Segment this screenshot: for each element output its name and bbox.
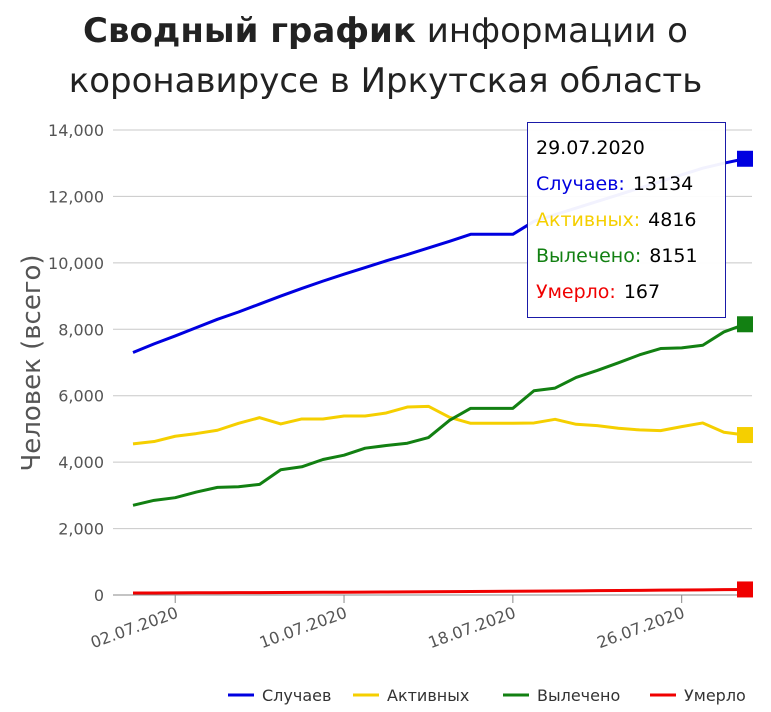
x-tick-label: 10.07.2020 [257, 603, 350, 652]
tooltip-row-recovered: Вылечено: 8151 [536, 245, 698, 267]
tooltip-value: 4816 [648, 209, 697, 231]
tooltip-label: Случаев: [536, 173, 625, 195]
series-line [132, 587, 746, 595]
tooltip-label: Умерло: [536, 281, 616, 303]
tooltip-value: 8151 [649, 245, 698, 267]
series-line [132, 322, 746, 507]
tooltip-row-deaths: Умерло: 167 [536, 281, 660, 303]
series-end-marker [737, 427, 753, 444]
tooltip-value: 13134 [632, 173, 694, 195]
series-line [132, 404, 746, 446]
x-axis-ticks: 02.07.2020 10.07.2020 18.07.2020 26.07.2020 [88, 595, 687, 652]
tooltip-row-cases: Случаев: 13134 [536, 173, 693, 195]
y-axis-label: Человек (всего) [17, 254, 47, 471]
legend-label: Активных [387, 686, 469, 705]
series-end-marker [737, 581, 753, 598]
tooltip-label: Вылечено: [536, 245, 642, 267]
tooltip-value: 167 [623, 281, 661, 303]
legend-label: Умерло [684, 686, 746, 705]
legend-label: Случаев [262, 686, 331, 705]
y-tick-label: 4,000 [58, 453, 104, 472]
y-axis-ticks: 0 2,000 4,000 6,000 8,000 10,000 12,000 14,000 [48, 121, 104, 605]
x-tick-label: 02.07.2020 [88, 603, 181, 652]
chart-title: Сводный график информации о коронавирусе… [0, 6, 771, 106]
tooltip-row-active: Активных: 4816 [536, 209, 697, 231]
tooltip-label: Активных: [536, 209, 641, 231]
chart-title-bold: Сводный график [83, 11, 416, 51]
x-tick-label: 26.07.2020 [594, 603, 687, 652]
tooltip-date: 29.07.2020 [536, 137, 645, 159]
grid-lines [113, 129, 752, 596]
hover-tooltip: 29.07.2020 Случаев: 13134 Активных: 4816 В… [527, 122, 726, 318]
legend-label: Вылечено [537, 686, 620, 705]
y-tick-label: 8,000 [58, 320, 104, 339]
y-tick-label: 12,000 [48, 187, 104, 206]
y-tick-label: 0 [94, 586, 104, 605]
series-end-marker [737, 316, 753, 333]
legend[interactable]: Случаев Активных Вылечено Умерло [228, 686, 746, 705]
y-tick-label: 14,000 [48, 121, 104, 140]
series-end-marker [737, 150, 753, 167]
chart-title-rest: информации о коронавирусе в Иркутская об… [68, 11, 703, 101]
y-tick-label: 6,000 [58, 387, 104, 406]
y-tick-label: 2,000 [58, 520, 104, 539]
y-tick-label: 10,000 [48, 254, 104, 273]
x-tick-label: 18.07.2020 [426, 603, 519, 652]
